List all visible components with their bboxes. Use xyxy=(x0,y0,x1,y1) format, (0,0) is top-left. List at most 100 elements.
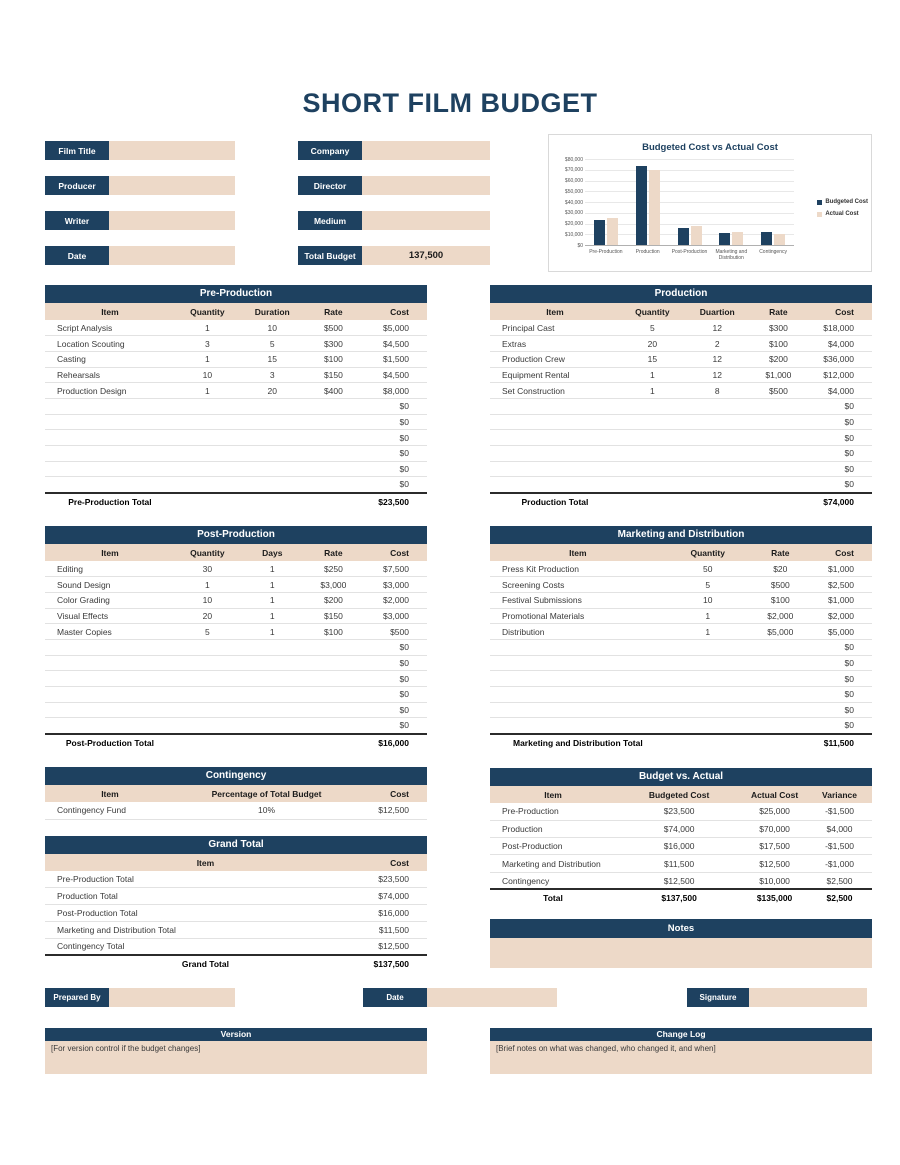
signature-row: Signature xyxy=(687,988,867,1007)
footer-date-field[interactable] xyxy=(427,988,557,1007)
table-cell: Contingency Total xyxy=(45,938,366,956)
table-cell: $4,500 xyxy=(362,335,427,352)
table-cell: $11,500 xyxy=(616,854,743,873)
table-cell xyxy=(684,398,750,415)
table-title: Pre-Production xyxy=(45,285,427,303)
table-cell: Marketing and Distribution Total xyxy=(490,732,666,751)
table-cell xyxy=(619,461,685,478)
table-row: $0 xyxy=(45,445,427,462)
table-cell xyxy=(749,476,808,494)
table-cell: 1 xyxy=(665,623,750,640)
medium-field[interactable] xyxy=(362,211,490,230)
table-row: $0 xyxy=(45,717,427,735)
table-cell: $20 xyxy=(749,561,811,578)
table-cell xyxy=(239,686,305,703)
table-cell: $137,500 xyxy=(616,888,743,907)
table-cell xyxy=(45,398,175,415)
company-field[interactable] xyxy=(362,141,490,160)
table-row: Contingency Fund 10% $12,500 xyxy=(45,802,427,820)
table-header-row: Item Quantity Duartion Rate Cost xyxy=(490,303,872,320)
table-row: $0 xyxy=(490,461,872,478)
table-cell xyxy=(749,639,811,656)
table-cell: $12,500 xyxy=(742,854,808,873)
table-cell: $7,500 xyxy=(362,561,427,578)
table-cell: Principal Cast xyxy=(490,320,620,337)
table-cell xyxy=(174,414,240,431)
table-cell: $200 xyxy=(304,592,363,609)
table-cell xyxy=(490,476,620,494)
producer-field[interactable] xyxy=(109,176,235,195)
table-cell: $0 xyxy=(807,398,872,415)
table-cell xyxy=(749,670,811,687)
table-row: $0 xyxy=(490,639,872,656)
table-cell: $36,000 xyxy=(807,351,872,368)
table-cell xyxy=(304,717,363,735)
table-row: Marketing and Distribution $11,500 $12,500… xyxy=(490,854,872,873)
table-cell: $3,000 xyxy=(362,576,427,593)
table-cell xyxy=(174,670,240,687)
change-log-area[interactable]: [Brief notes on what was changed, who ch… xyxy=(490,1041,872,1074)
table-total-row: Total $137,500 $135,000 $2,500 xyxy=(490,888,872,907)
film-title-field[interactable] xyxy=(109,141,235,160)
table-cell xyxy=(304,429,363,446)
column-header: Days xyxy=(239,544,305,561)
table-cell xyxy=(45,414,175,431)
table-cell: $150 xyxy=(304,608,363,625)
column-header: Item xyxy=(45,303,175,320)
table-row: Promotional Materials 1 $2,000 $2,000 xyxy=(490,608,872,625)
table-row: Location Scouting 3 5 $300 $4,500 xyxy=(45,335,427,352)
column-header: Quantity xyxy=(174,544,240,561)
table-row: $0 xyxy=(45,429,427,446)
table-cell xyxy=(490,429,620,446)
table-cell xyxy=(490,717,666,735)
table-cell: $500 xyxy=(749,576,811,593)
signature-field[interactable] xyxy=(749,988,867,1007)
table-cell: 1 xyxy=(174,351,240,368)
table-cell xyxy=(749,461,808,478)
table-row: Equipment Rental 1 12 $1,000 $12,000 xyxy=(490,367,872,384)
table-row: Distribution 1 $5,000 $5,000 xyxy=(490,623,872,640)
table-cell: $100 xyxy=(304,351,363,368)
table-cell: $0 xyxy=(807,414,872,431)
table-cell xyxy=(304,732,363,751)
x-axis-category-label: Production xyxy=(635,249,660,255)
column-header: Item xyxy=(45,785,175,802)
y-axis-tick-label: $30,000 xyxy=(564,210,583,217)
table-cell xyxy=(174,655,240,672)
director-row: Director xyxy=(298,176,490,195)
table-cell: 10 xyxy=(174,592,240,609)
table-row: $0 xyxy=(45,461,427,478)
table-cell: $12,500 xyxy=(358,802,427,820)
table-cell: 1 xyxy=(174,320,240,337)
y-axis-tick-label: $40,000 xyxy=(564,199,583,206)
version-area[interactable]: [For version control if the budget chang… xyxy=(45,1041,427,1074)
date-field[interactable] xyxy=(109,246,235,265)
table-cell: $100 xyxy=(304,623,363,640)
table-cell xyxy=(45,655,175,672)
budgeted-cost-bar xyxy=(635,165,647,245)
table-cell xyxy=(239,461,305,478)
table-cell: $2,500 xyxy=(810,576,872,593)
table-cell: Casting xyxy=(45,351,175,368)
table-row: $0 xyxy=(45,670,427,687)
column-header: Cost xyxy=(807,303,872,320)
director-field[interactable] xyxy=(362,176,490,195)
x-axis-category-label: Marketing and Distribution xyxy=(715,249,748,261)
table-row: Production Total $74,000 xyxy=(45,887,427,906)
table-cell xyxy=(684,445,750,462)
total-budget-field[interactable]: 137,500 xyxy=(362,246,490,265)
table-cell xyxy=(665,686,750,703)
table-cell xyxy=(619,491,685,510)
table-cell: $1,000 xyxy=(810,592,872,609)
table-cell: -$1,500 xyxy=(807,803,872,821)
table-row: Visual Effects 20 1 $150 $3,000 xyxy=(45,608,427,625)
prepared-by-field[interactable] xyxy=(109,988,235,1007)
table-cell: 10% xyxy=(174,802,359,820)
budget-vs-actual-table: Budget vs. Actual Item Budgeted Cost Actual… xyxy=(490,768,872,907)
table-cell xyxy=(490,398,620,415)
table-title: Marketing and Distribution xyxy=(490,526,872,544)
writer-field[interactable] xyxy=(109,211,235,230)
notes-area[interactable] xyxy=(490,938,872,968)
table-cell xyxy=(490,702,666,719)
notes-section: Notes xyxy=(490,919,872,968)
